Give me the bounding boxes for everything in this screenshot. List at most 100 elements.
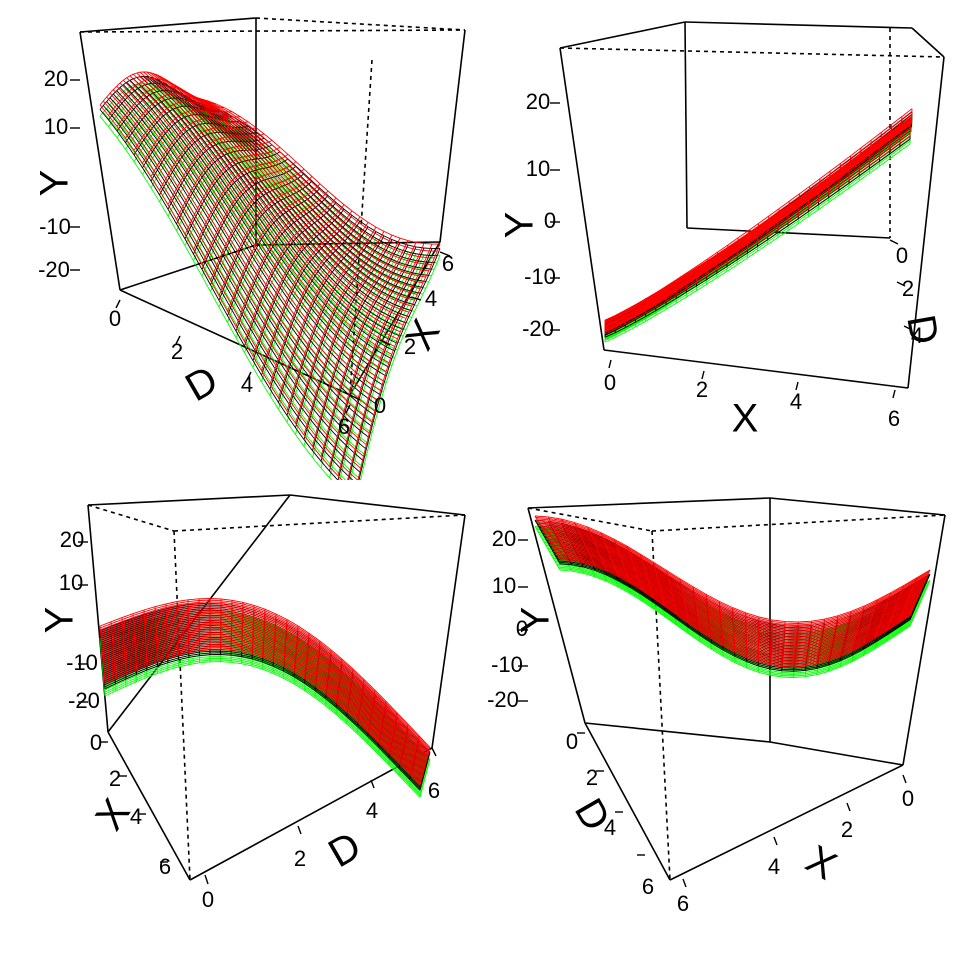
x-tick bbox=[682, 878, 687, 888]
mesh-line bbox=[99, 109, 339, 480]
box-edge bbox=[119, 244, 257, 291]
x-tick bbox=[795, 381, 799, 391]
mesh-line bbox=[536, 518, 929, 626]
mesh-line bbox=[549, 541, 919, 650]
y-tick-label: 4 bbox=[425, 286, 437, 311]
y-tick bbox=[439, 251, 451, 257]
x-tick-label: 6 bbox=[888, 406, 900, 431]
mesh-line bbox=[119, 93, 373, 434]
x-tick bbox=[773, 836, 778, 846]
mesh-line bbox=[106, 108, 361, 480]
x-tick-label: 0 bbox=[604, 370, 616, 395]
x-tick-label: 6 bbox=[338, 414, 350, 439]
z-tick-label: -10 bbox=[491, 652, 523, 677]
mesh-line bbox=[163, 77, 409, 313]
mesh-line bbox=[559, 559, 911, 668]
x-tick-label: 6 bbox=[677, 891, 689, 916]
box-edge bbox=[439, 29, 466, 243]
mesh-line bbox=[102, 622, 426, 766]
x-tick bbox=[115, 299, 121, 309]
mesh-line bbox=[106, 101, 361, 474]
x-tick-label: 6 bbox=[428, 778, 440, 803]
mesh-line bbox=[535, 517, 930, 624]
box-edge bbox=[769, 741, 904, 766]
mesh-line bbox=[99, 116, 333, 480]
box-edge bbox=[527, 497, 771, 509]
mesh-line bbox=[538, 521, 928, 629]
mesh-line bbox=[548, 538, 920, 647]
z-tick-label: -10 bbox=[524, 264, 556, 289]
z-tick-label: 10 bbox=[44, 114, 68, 139]
z-tick-label: 10 bbox=[59, 570, 83, 595]
surface-upper bbox=[99, 71, 441, 480]
z-tick-label: -20 bbox=[522, 316, 554, 341]
mesh-line bbox=[189, 94, 432, 266]
mesh-line bbox=[101, 610, 429, 757]
y-tick-label: 2 bbox=[902, 276, 914, 301]
mesh-line bbox=[604, 119, 912, 332]
mesh-line bbox=[104, 657, 422, 796]
mesh-line bbox=[103, 632, 424, 774]
box-edge-hidden bbox=[79, 29, 466, 33]
mesh-line bbox=[101, 616, 427, 762]
mesh-line bbox=[116, 97, 370, 445]
z-tick-label: -20 bbox=[487, 687, 519, 712]
mesh-line bbox=[104, 649, 421, 786]
x-axis-title: D bbox=[178, 358, 225, 411]
box-edge bbox=[686, 227, 891, 239]
mesh-line bbox=[112, 100, 367, 457]
mesh-line bbox=[106, 96, 361, 469]
mesh-line bbox=[109, 92, 364, 457]
mesh-line bbox=[102, 105, 354, 480]
x-tick-label: 4 bbox=[768, 854, 780, 879]
mesh-line bbox=[604, 118, 912, 330]
mesh-line bbox=[112, 89, 367, 446]
mesh-line bbox=[557, 565, 913, 674]
x-tick bbox=[608, 359, 612, 369]
mesh-line bbox=[104, 647, 421, 785]
mesh-line bbox=[604, 113, 913, 327]
x-axis-title: X bbox=[799, 837, 844, 888]
mesh-line bbox=[604, 117, 912, 324]
mesh-line bbox=[99, 104, 343, 480]
mesh-line bbox=[136, 77, 387, 377]
box-edge bbox=[911, 27, 945, 58]
mesh-line bbox=[104, 653, 421, 791]
y-tick-label: 0 bbox=[90, 730, 102, 755]
mesh-line bbox=[149, 72, 398, 340]
mesh-line bbox=[556, 553, 913, 662]
mesh-line bbox=[199, 102, 441, 250]
y-tick bbox=[379, 339, 391, 346]
mesh-line bbox=[101, 615, 428, 761]
box-edge-hidden bbox=[527, 507, 653, 532]
box-edge bbox=[584, 722, 671, 881]
mesh-line bbox=[129, 75, 381, 391]
y-tick bbox=[896, 281, 906, 287]
mesh-line bbox=[553, 547, 916, 656]
mesh-line bbox=[100, 599, 431, 749]
mesh-line bbox=[179, 88, 424, 284]
x-tick-label: 0 bbox=[902, 786, 914, 811]
mesh-line bbox=[558, 556, 912, 665]
mesh-line bbox=[604, 140, 911, 341]
surface-upper bbox=[99, 598, 431, 786]
mesh-line bbox=[102, 620, 427, 765]
mesh-line bbox=[159, 75, 407, 319]
mesh-line bbox=[102, 627, 425, 770]
x-tick bbox=[175, 335, 181, 345]
mesh-line bbox=[103, 630, 425, 772]
mesh-line bbox=[604, 138, 911, 338]
mesh-line bbox=[604, 118, 912, 325]
mesh-line bbox=[159, 80, 407, 324]
mesh-line bbox=[104, 650, 422, 788]
y-tick-label: 6 bbox=[442, 251, 454, 276]
mesh-line bbox=[559, 563, 911, 672]
z-tick-label: -20 bbox=[38, 257, 70, 282]
y-tick bbox=[410, 296, 422, 301]
mesh-line bbox=[559, 568, 911, 677]
box-edge bbox=[603, 349, 909, 389]
y-tick-label: 6 bbox=[642, 874, 654, 899]
mesh-line bbox=[119, 82, 373, 423]
